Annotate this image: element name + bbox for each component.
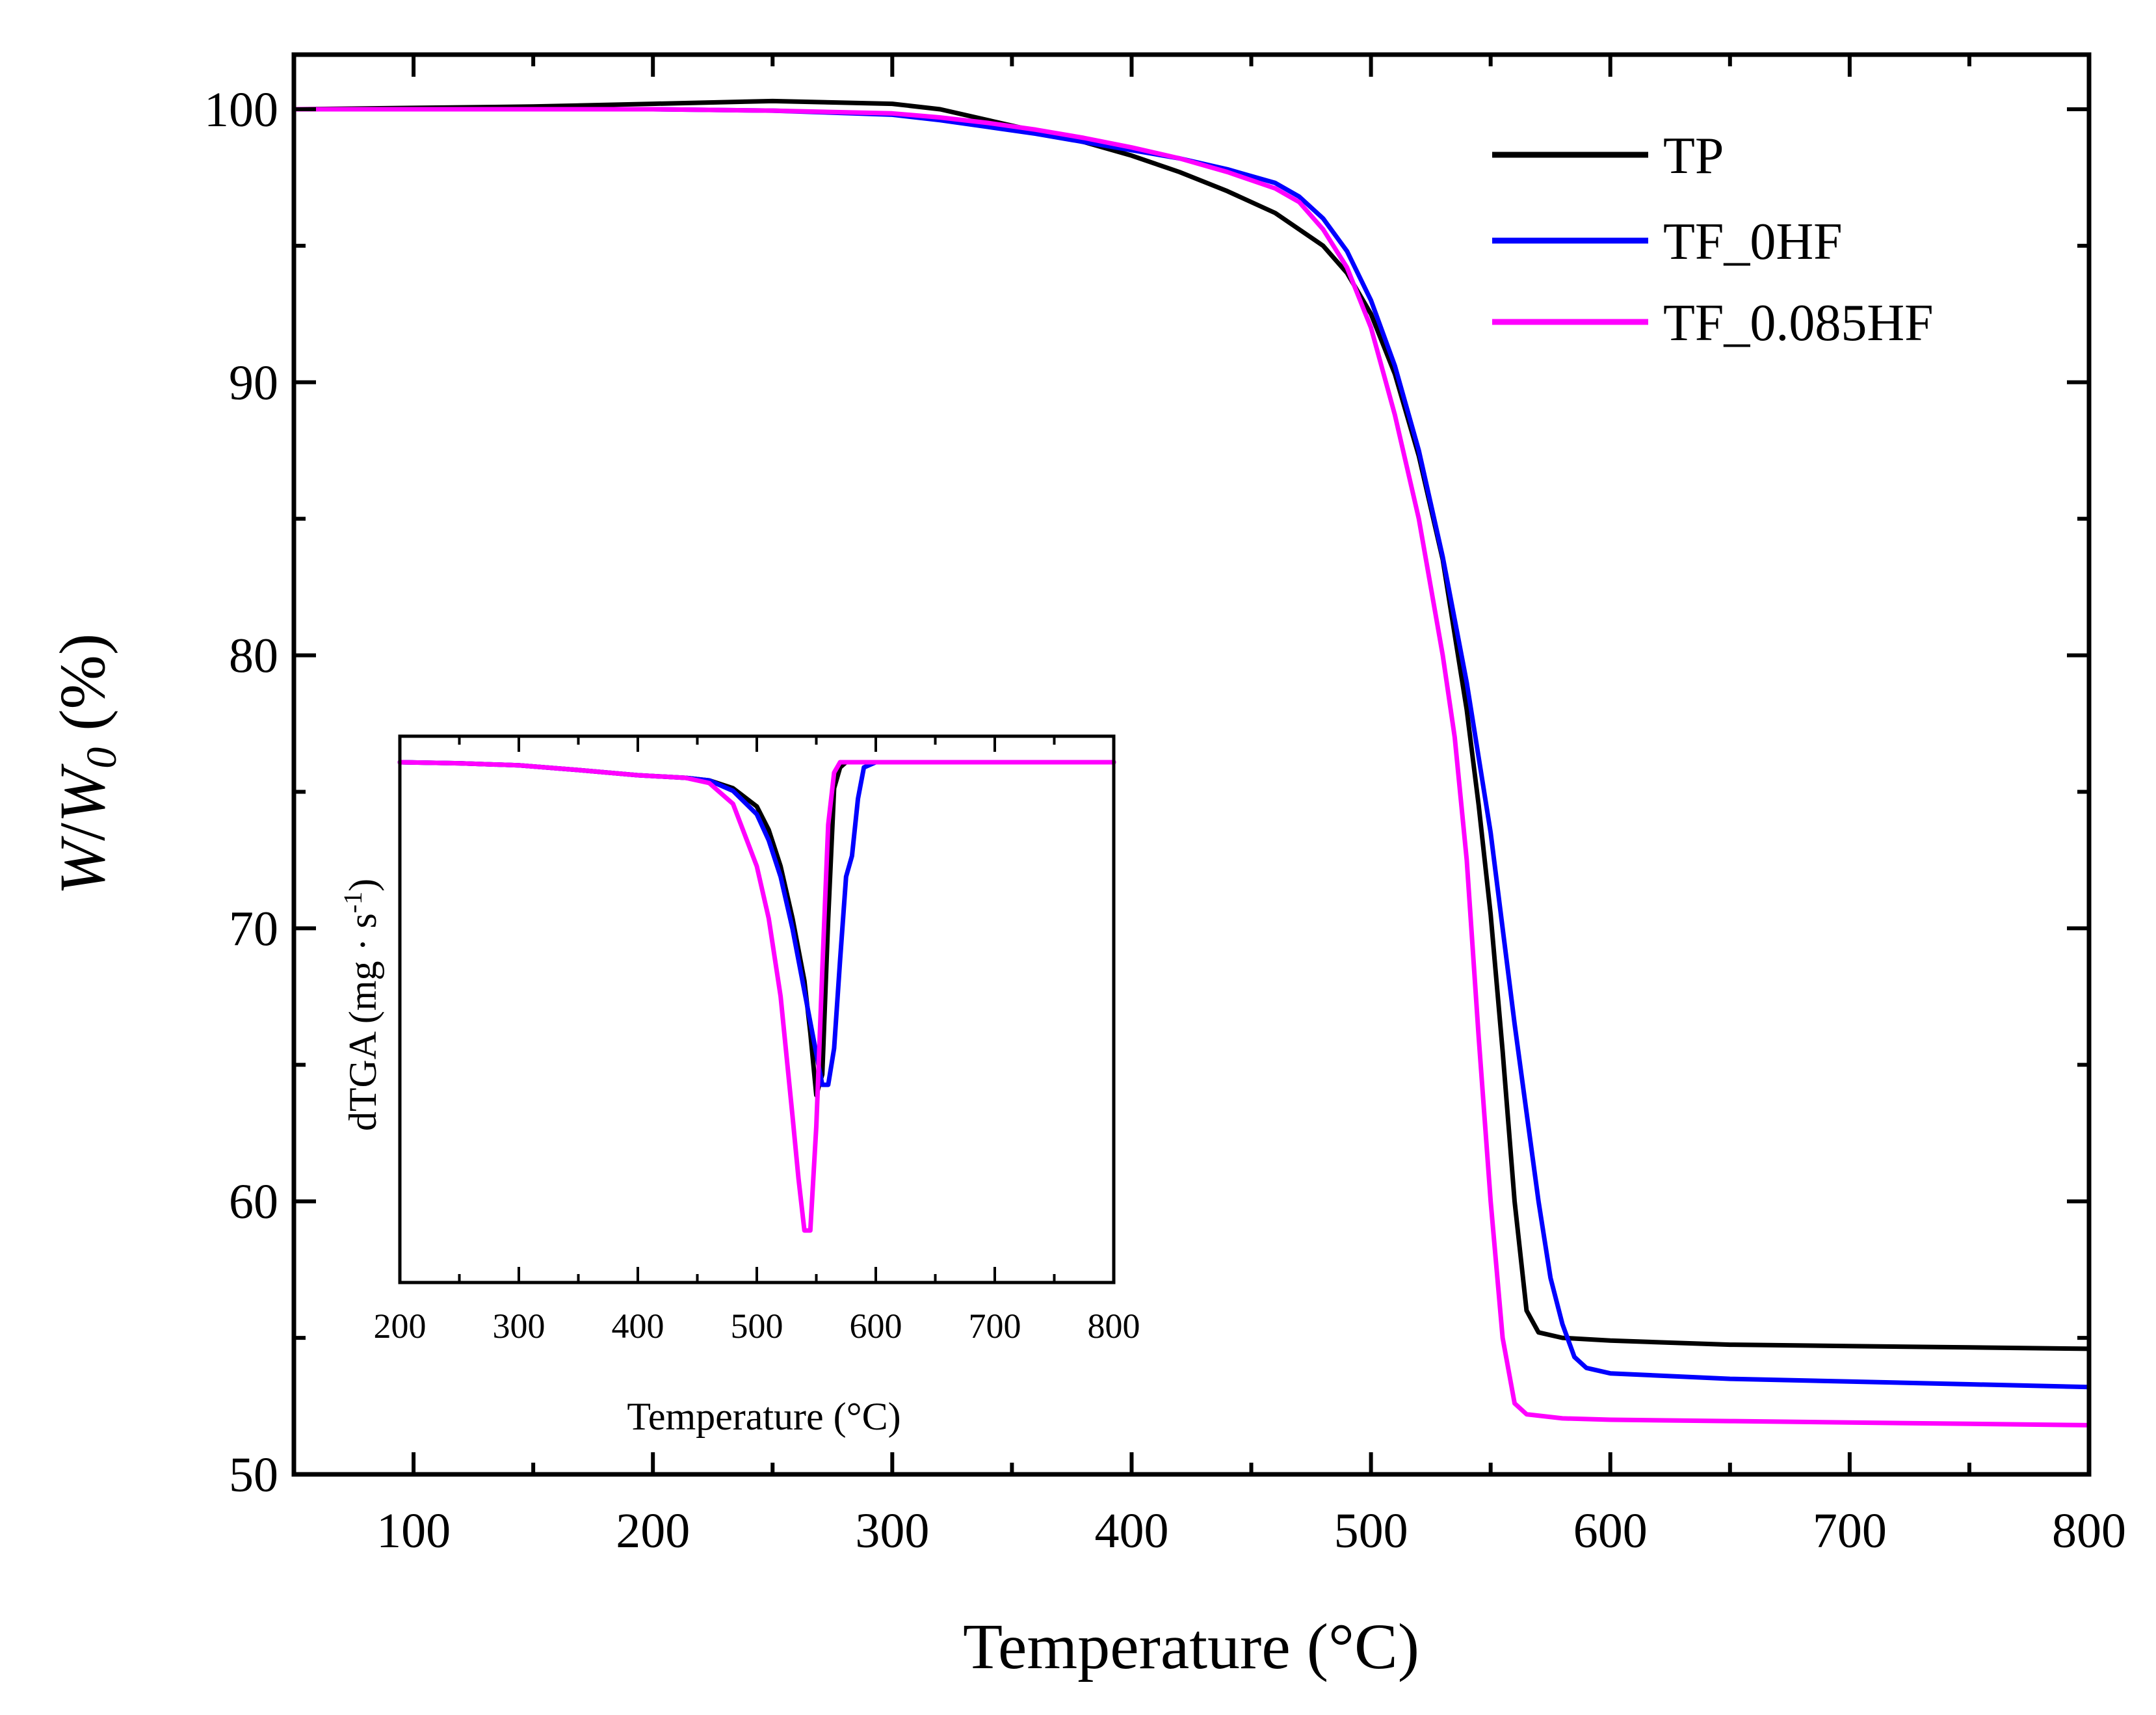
inset-x-tick-label: 500 xyxy=(731,1307,783,1346)
main-x-tick-label: 800 xyxy=(2052,1504,2126,1558)
main-y-axis-title: W/W0 (%) xyxy=(46,633,125,895)
legend-entry-tp: TP xyxy=(1492,127,1724,185)
main-series-line-tp xyxy=(291,98,2092,1351)
main-axis-ticks xyxy=(292,55,2091,1476)
inset-y-title-main: dTGA (mg · s xyxy=(341,913,384,1131)
main-plot-frame xyxy=(291,52,2092,1477)
main-axis-tick-labels: 100 200 300 400 500 600 700 800 50 60 70 80 90 100 xyxy=(204,83,2126,1558)
main-x-tick-label: 600 xyxy=(1573,1504,1648,1558)
main-x-tick-label: 500 xyxy=(1334,1504,1408,1558)
main-y-tick-label: 100 xyxy=(204,83,278,137)
y-title-slash: / xyxy=(46,823,118,841)
inset-x-tick-label: 200 xyxy=(374,1307,427,1346)
y-title-w1: W xyxy=(46,836,118,895)
inset-x-tick-label: 700 xyxy=(969,1307,1021,1346)
main-x-tick-label: 100 xyxy=(376,1504,451,1558)
y-title-unit: (%) xyxy=(46,633,118,747)
main-y-tick-label: 80 xyxy=(229,629,278,684)
inset-y-axis-title: dTGA (mg · s-1) xyxy=(338,879,384,1131)
inset-series-group xyxy=(397,760,1116,1233)
main-y-tick-label: 90 xyxy=(229,356,278,410)
legend: TP TF_0HF TF_0.085HF xyxy=(1492,127,1934,352)
main-y-tick-label: 50 xyxy=(229,1448,278,1502)
legend-entry-tf-0085hf: TF_0.085HF xyxy=(1492,295,1934,352)
main-series-line-tf-0-085hf xyxy=(291,107,2092,1428)
y-title-subscript: 0 xyxy=(78,747,125,769)
main-x-tick-label: 300 xyxy=(855,1504,929,1558)
inset-series-line-tf-0-085hf xyxy=(397,760,1116,1233)
main-y-tick-label: 70 xyxy=(229,901,278,956)
legend-label-tf-0hf: TF_0HF xyxy=(1663,213,1843,271)
main-series-group xyxy=(291,98,2092,1428)
inset-x-tick-label: 600 xyxy=(850,1307,902,1346)
y-title-w2: W xyxy=(46,764,118,823)
main-plot: 100 200 300 400 500 600 700 800 50 60 70 80 90 100 Te… xyxy=(46,52,2126,1682)
inset-x-tick-label: 400 xyxy=(612,1307,664,1346)
main-y-tick-label: 60 xyxy=(229,1175,278,1229)
legend-label-tp: TP xyxy=(1663,127,1724,185)
main-x-tick-label: 700 xyxy=(1813,1504,1887,1558)
legend-label-tf-0085hf: TF_0.085HF xyxy=(1663,295,1934,352)
inset-y-title-superscript: -1 xyxy=(338,892,367,913)
main-x-axis-title: Temperature (°C) xyxy=(963,1610,1419,1682)
inset-x-tick-label: 800 xyxy=(1088,1307,1140,1346)
inset-x-tick-label: 300 xyxy=(493,1307,546,1346)
inset-background xyxy=(400,736,1114,1283)
inset-plot: 200 300 400 500 600 700 800 Temperature (°C) d… xyxy=(338,734,1140,1438)
inset-axis-ticks xyxy=(399,736,1115,1283)
inset-x-axis-title: Temperature (°C) xyxy=(627,1395,901,1438)
inset-axis-tick-labels: 200 300 400 500 600 700 800 xyxy=(374,1307,1140,1346)
legend-entry-tf-0hf: TF_0HF xyxy=(1492,213,1843,271)
main-x-tick-label: 400 xyxy=(1094,1504,1168,1558)
inset-y-title-close: ) xyxy=(341,879,384,892)
main-x-tick-label: 200 xyxy=(616,1504,690,1558)
